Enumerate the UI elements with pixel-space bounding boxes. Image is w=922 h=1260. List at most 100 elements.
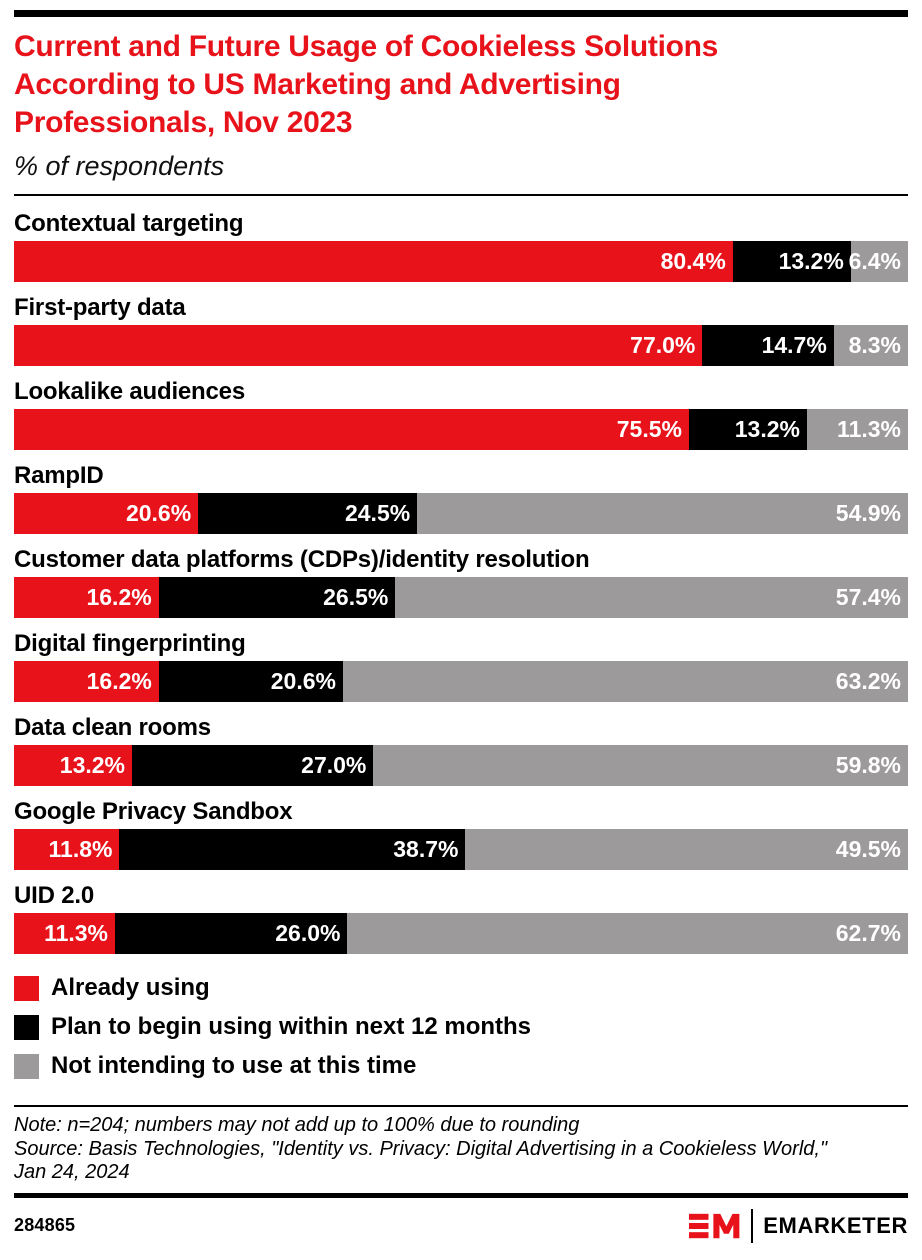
value-label: 59.8% bbox=[835, 752, 901, 778]
bar-segment-already-using: 16.2% bbox=[14, 661, 159, 702]
bar-segment-not-intending-to-use-at-this-time: 57.4% bbox=[395, 577, 908, 618]
bar-group: RampID 20.6% 24.5% 54.9% bbox=[14, 463, 908, 534]
header-divider bbox=[14, 194, 908, 196]
legend-swatch-black bbox=[14, 1014, 39, 1040]
category-label: Customer data platforms (CDPs)/identity … bbox=[14, 546, 590, 573]
chart-id: 284865 bbox=[14, 1215, 76, 1235]
value-label: 16.2% bbox=[86, 668, 152, 694]
source-date-line: Jan 24, 2024 bbox=[14, 1161, 130, 1183]
value-label: 13.2% bbox=[59, 752, 126, 778]
value-label: 38.7% bbox=[393, 836, 459, 862]
bar-segment-plan-to-begin-using-within-next-12-months: 14.7% bbox=[702, 325, 834, 366]
bar-segment-plan-to-begin-using-within-next-12-months: 13.2% bbox=[688, 409, 807, 450]
bar-segment-plan-to-begin-using-within-next-12-months: 24.5% bbox=[198, 493, 418, 534]
bar-segment-already-using: 11.8% bbox=[14, 829, 120, 870]
top-rule bbox=[14, 10, 908, 17]
logo-divider bbox=[751, 1208, 754, 1243]
value-label: 49.5% bbox=[835, 836, 901, 862]
value-label: 14.7% bbox=[761, 332, 827, 358]
value-label: 26.0% bbox=[275, 920, 341, 946]
bar-segment-already-using: 11.3% bbox=[14, 913, 116, 954]
emarketer-logo: EMARKETER bbox=[689, 1208, 908, 1243]
bar-segment-plan-to-begin-using-within-next-12-months: 38.7% bbox=[119, 829, 466, 870]
chart-page: Current and Future Usage of Cookieless S… bbox=[0, 10, 922, 1244]
stacked-bar: 80.4% 13.2% 6.4% bbox=[14, 241, 909, 282]
bar-segment-already-using: 77.0% bbox=[14, 325, 703, 366]
note-line: Note: n=204; numbers may not add up to 1… bbox=[14, 1114, 580, 1136]
page-title: Current and Future Usage of Cookieless S… bbox=[14, 28, 908, 142]
value-label: 13.2% bbox=[778, 248, 844, 274]
stacked-bar: 11.3% 26.0% 62.7% bbox=[14, 913, 908, 954]
category-label: Lookalike audiences bbox=[14, 378, 245, 405]
value-label: 54.9% bbox=[835, 500, 901, 526]
value-label: 77.0% bbox=[630, 332, 696, 358]
value-label: 80.4% bbox=[660, 248, 726, 274]
legend-item: Plan to begin using within next 12 month… bbox=[14, 1014, 908, 1040]
source-line: Source: Basis Technologies, "Identity vs… bbox=[14, 1137, 828, 1160]
chart-legend: Already using Plan to begin using within… bbox=[14, 975, 908, 1079]
bar-segment-not-intending-to-use-at-this-time: 62.7% bbox=[347, 913, 908, 954]
legend-swatch-gray bbox=[14, 1053, 39, 1079]
bar-segment-not-intending-to-use-at-this-time: 49.5% bbox=[465, 829, 908, 870]
stacked-bar-chart: Contextual targeting 80.4% 13.2% 6.4% First-… bbox=[14, 210, 909, 954]
bar-group: Lookalike audiences 75.5% 13.2% 11.3% bbox=[14, 379, 908, 450]
category-label: Google Privacy Sandbox bbox=[14, 798, 293, 825]
stacked-bar: 77.0% 14.7% 8.3% bbox=[14, 325, 908, 366]
bar-segment-already-using: 16.2% bbox=[14, 577, 159, 618]
note-divider bbox=[14, 1105, 908, 1107]
bar-group: UID 2.0 11.3% 26.0% 62.7% bbox=[14, 883, 908, 954]
stacked-bar: 75.5% 13.2% 11.3% bbox=[14, 409, 908, 450]
value-label: 11.8% bbox=[48, 836, 113, 862]
brand-name: EMARKETER bbox=[763, 1212, 908, 1238]
title-line: According to US Marketing and Advertisin… bbox=[14, 68, 621, 101]
category-label: UID 2.0 bbox=[14, 882, 94, 909]
category-label: Data clean rooms bbox=[14, 714, 211, 741]
stacked-bar: 20.6% 24.5% 54.9% bbox=[14, 493, 908, 534]
bar-segment-already-using: 20.6% bbox=[14, 493, 199, 534]
category-label: First-party data bbox=[14, 294, 186, 321]
bar-segment-not-intending-to-use-at-this-time: 54.9% bbox=[417, 493, 908, 534]
bar-group: Customer data platforms (CDPs)/identity … bbox=[14, 547, 908, 618]
bar-segment-not-intending-to-use-at-this-time: 8.3% bbox=[833, 325, 908, 366]
value-label: 20.6% bbox=[270, 668, 336, 694]
value-label: 8.3% bbox=[848, 332, 901, 358]
value-label: 62.7% bbox=[835, 920, 901, 946]
footer: 284865 EMARKETER bbox=[14, 1208, 908, 1244]
category-label: RampID bbox=[14, 462, 104, 489]
stacked-bar: 11.8% 38.7% 49.5% bbox=[14, 829, 908, 870]
value-label: 6.4% bbox=[848, 248, 902, 274]
bar-segment-already-using: 80.4% bbox=[14, 241, 733, 282]
value-label: 63.2% bbox=[835, 668, 901, 694]
bar-segment-plan-to-begin-using-within-next-12-months: 20.6% bbox=[158, 661, 343, 702]
value-label: 20.6% bbox=[125, 500, 192, 526]
value-label: 26.5% bbox=[323, 584, 389, 610]
title-line: Current and Future Usage of Cookieless S… bbox=[14, 30, 719, 63]
legend-label: Already using bbox=[51, 974, 210, 1001]
em-logo-icon bbox=[689, 1213, 740, 1238]
bar-segment-already-using: 13.2% bbox=[14, 745, 133, 786]
title-line: Professionals, Nov 2023 bbox=[14, 106, 353, 139]
stacked-bar: 13.2% 27.0% 59.8% bbox=[14, 745, 908, 786]
bar-segment-not-intending-to-use-at-this-time: 59.8% bbox=[373, 745, 908, 786]
bar-segment-plan-to-begin-using-within-next-12-months: 27.0% bbox=[132, 745, 374, 786]
legend-label: Plan to begin using within next 12 month… bbox=[51, 1013, 532, 1040]
legend-item: Already using bbox=[14, 975, 908, 1001]
value-label: 13.2% bbox=[734, 416, 800, 442]
legend-label: Not intending to use at this time bbox=[51, 1052, 417, 1079]
bar-group: Google Privacy Sandbox 11.8% 38.7% 49.5% bbox=[14, 799, 908, 870]
bar-group: First-party data 77.0% 14.7% 8.3% bbox=[14, 295, 908, 366]
value-label: 11.3% bbox=[837, 416, 901, 442]
chart-subtitle: % of respondents bbox=[14, 151, 225, 181]
bar-segment-not-intending-to-use-at-this-time: 6.4% bbox=[848, 241, 909, 282]
bar-segment-not-intending-to-use-at-this-time: 63.2% bbox=[342, 661, 908, 702]
bar-segment-plan-to-begin-using-within-next-12-months: 26.0% bbox=[115, 913, 348, 954]
legend-item: Not intending to use at this time bbox=[14, 1053, 908, 1079]
category-label: Contextual targeting bbox=[14, 210, 244, 237]
value-label: 75.5% bbox=[616, 416, 682, 442]
bar-group: Data clean rooms 13.2% 27.0% 59.8% bbox=[14, 715, 908, 786]
value-label: 16.2% bbox=[86, 584, 152, 610]
bar-segment-not-intending-to-use-at-this-time: 11.3% bbox=[806, 409, 908, 450]
bar-segment-already-using: 75.5% bbox=[14, 409, 689, 450]
bar-group: Contextual targeting 80.4% 13.2% 6.4% bbox=[14, 210, 909, 282]
note-source: Note: n=204; numbers may not add up to 1… bbox=[14, 1114, 908, 1185]
